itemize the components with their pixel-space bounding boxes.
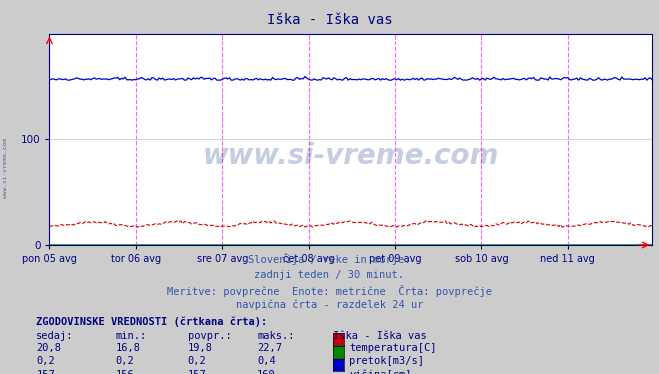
Text: povpr.:: povpr.: bbox=[188, 331, 231, 341]
Text: min.:: min.: bbox=[115, 331, 146, 341]
Text: višina[cm]: višina[cm] bbox=[349, 370, 412, 374]
Text: Meritve: povprečne  Enote: metrične  Črta: povprečje: Meritve: povprečne Enote: metrične Črta:… bbox=[167, 285, 492, 297]
Text: 157: 157 bbox=[188, 370, 206, 374]
Text: 0,2: 0,2 bbox=[188, 356, 206, 367]
Text: Slovenija / reke in morje.: Slovenija / reke in morje. bbox=[248, 255, 411, 265]
Text: Iška - Iška vas: Iška - Iška vas bbox=[267, 13, 392, 27]
Text: 0,4: 0,4 bbox=[257, 356, 275, 367]
Text: 22,7: 22,7 bbox=[257, 343, 282, 353]
Text: navpična črta - razdelek 24 ur: navpična črta - razdelek 24 ur bbox=[236, 300, 423, 310]
Text: maks.:: maks.: bbox=[257, 331, 295, 341]
Text: ZGODOVINSKE VREDNOSTI (črtkana črta):: ZGODOVINSKE VREDNOSTI (črtkana črta): bbox=[36, 316, 268, 327]
Text: www.si-vreme.com: www.si-vreme.com bbox=[203, 142, 499, 170]
Text: 0,2: 0,2 bbox=[36, 356, 55, 367]
Text: www.si-vreme.com: www.si-vreme.com bbox=[3, 138, 8, 198]
Text: zadnji teden / 30 minut.: zadnji teden / 30 minut. bbox=[254, 270, 405, 280]
Text: 157: 157 bbox=[36, 370, 55, 374]
Text: 16,8: 16,8 bbox=[115, 343, 140, 353]
Text: 156: 156 bbox=[115, 370, 134, 374]
Text: 160: 160 bbox=[257, 370, 275, 374]
Text: sedaj:: sedaj: bbox=[36, 331, 74, 341]
Text: pretok[m3/s]: pretok[m3/s] bbox=[349, 356, 424, 367]
Text: Iška - Iška vas: Iška - Iška vas bbox=[333, 331, 426, 341]
Text: 20,8: 20,8 bbox=[36, 343, 61, 353]
Text: temperatura[C]: temperatura[C] bbox=[349, 343, 437, 353]
Text: 19,8: 19,8 bbox=[188, 343, 213, 353]
Text: 0,2: 0,2 bbox=[115, 356, 134, 367]
